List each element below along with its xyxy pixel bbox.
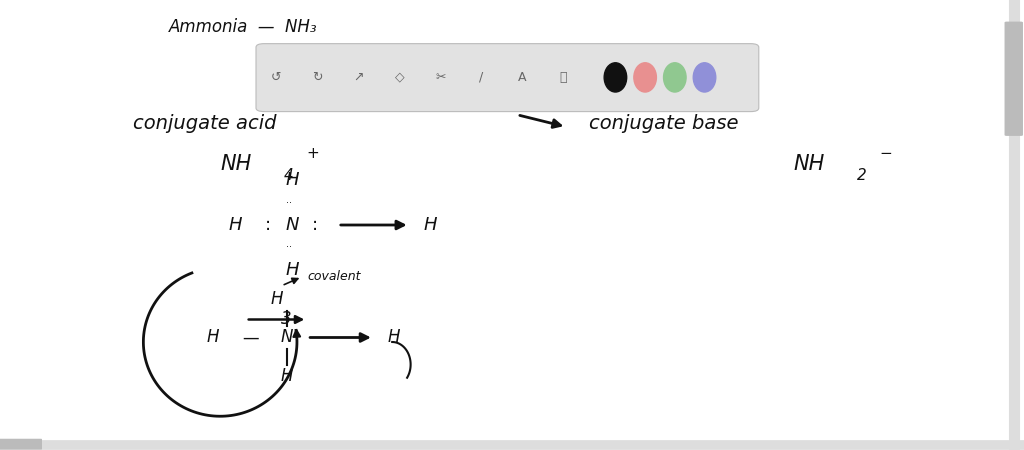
Text: H: H <box>228 216 243 234</box>
Text: ↗: ↗ <box>353 71 364 84</box>
Text: /: / <box>479 71 483 84</box>
Text: ··: ·· <box>286 198 292 208</box>
Text: H: H <box>207 328 219 346</box>
Ellipse shape <box>604 63 627 92</box>
Text: 3: 3 <box>282 310 292 328</box>
Text: conjugate acid: conjugate acid <box>133 114 276 133</box>
Text: NH: NH <box>220 154 252 174</box>
FancyBboxPatch shape <box>256 44 759 112</box>
Text: H: H <box>388 328 400 346</box>
Text: covalent: covalent <box>307 270 360 283</box>
Ellipse shape <box>693 63 716 92</box>
Text: H: H <box>285 261 299 279</box>
Text: H: H <box>281 367 293 385</box>
Text: ◇: ◇ <box>394 71 404 84</box>
Text: 4: 4 <box>284 168 294 183</box>
Text: :: : <box>312 216 318 234</box>
Text: N: N <box>285 216 299 234</box>
Text: Ammonia  —  NH₃: Ammonia — NH₃ <box>169 18 317 36</box>
Text: ··: ·· <box>286 242 292 252</box>
Ellipse shape <box>634 63 656 92</box>
Text: H: H <box>285 171 299 189</box>
Text: ✂: ✂ <box>435 71 445 84</box>
Ellipse shape <box>664 63 686 92</box>
Text: conjugate base: conjugate base <box>589 114 738 133</box>
FancyBboxPatch shape <box>0 439 42 450</box>
FancyBboxPatch shape <box>1005 22 1023 136</box>
Text: NH: NH <box>794 154 825 174</box>
Text: A: A <box>518 71 526 84</box>
Text: +: + <box>306 145 318 161</box>
Text: :: : <box>265 216 271 234</box>
Text: −: − <box>880 145 892 161</box>
Text: ↻: ↻ <box>312 71 323 84</box>
Text: 2: 2 <box>857 168 867 183</box>
Text: N: N <box>281 328 293 346</box>
Text: ⬜: ⬜ <box>559 71 567 84</box>
Text: —: — <box>243 328 259 346</box>
Text: ↺: ↺ <box>271 71 282 84</box>
Text: H: H <box>270 290 283 308</box>
Text: H: H <box>423 216 437 234</box>
